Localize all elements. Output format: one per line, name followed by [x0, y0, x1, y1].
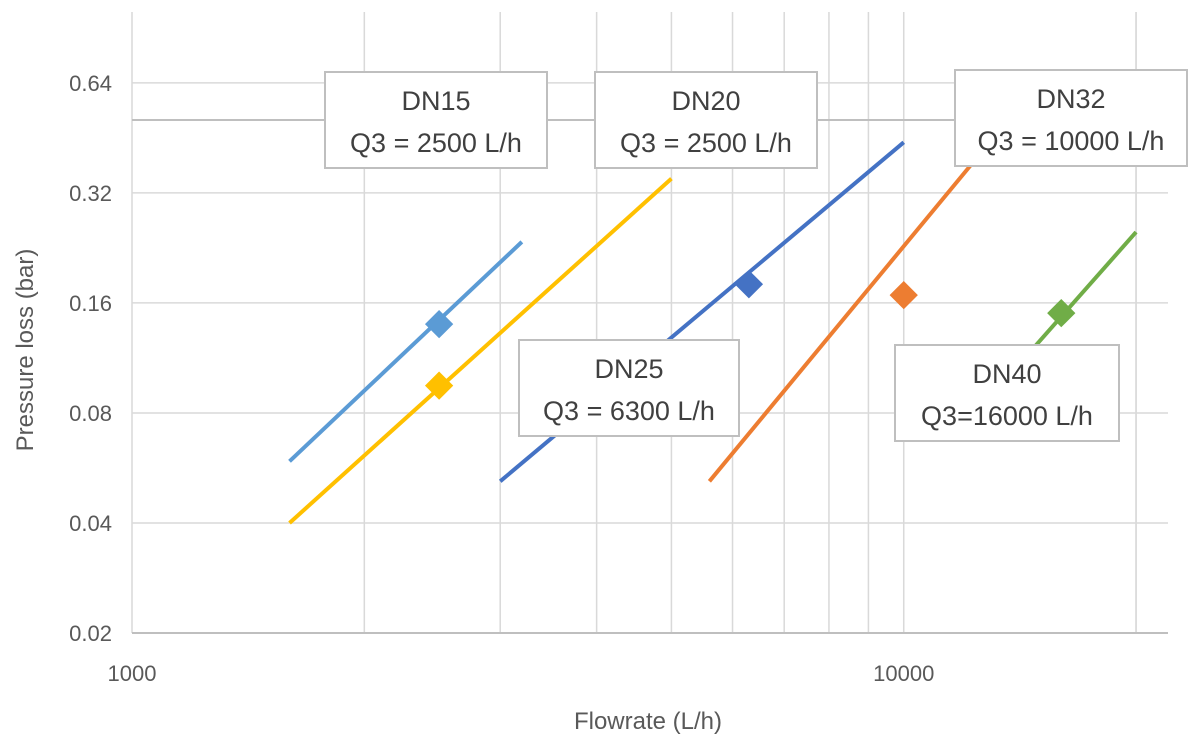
marker-dn25: [734, 270, 764, 299]
series-line-dn32: [707, 164, 972, 483]
y-tick-label: 0.16: [69, 291, 112, 316]
series-layer: [288, 140, 1138, 525]
y-tick-label: 0.02: [69, 621, 112, 646]
marker-dn15: [424, 309, 454, 339]
callout-q3: Q3 = 2500 L/h: [620, 128, 792, 158]
series-line-dn20: [288, 177, 673, 525]
series-line-dn15: [288, 240, 524, 463]
callouts-layer: DN15 Q3 = 2500 L/h DN20 Q3 = 2500 L/h DN25 Q3…: [324, 69, 1188, 442]
callout-box: [594, 71, 818, 169]
tick-labels: 0.02 0.04 0.08 0.16 0.32 0.64 1000 10000: [69, 71, 934, 686]
callout-title: DN40: [972, 359, 1041, 389]
callout-dn25: DN25 Q3 = 6300 L/h: [518, 339, 740, 437]
callout-q3: Q3 = 6300 L/h: [543, 396, 715, 426]
callout-box: [324, 71, 548, 169]
callout-dn20: DN20 Q3 = 2500 L/h: [594, 71, 818, 169]
callout-box: [518, 339, 740, 437]
y-tick-label: 0.08: [69, 401, 112, 426]
marker-dn20: [424, 371, 454, 400]
callout-dn32: DN32 Q3 = 10000 L/h: [954, 69, 1188, 167]
callout-dn15: DN15 Q3 = 2500 L/h: [324, 71, 548, 169]
callout-q3: Q3 = 2500 L/h: [350, 128, 522, 158]
callout-box: [894, 344, 1120, 442]
x-tick-label: 1000: [108, 661, 157, 686]
callout-title: DN15: [401, 86, 470, 116]
callout-title: DN25: [594, 354, 663, 384]
y-tick-label: 0.32: [69, 181, 112, 206]
callout-title: DN32: [1036, 84, 1105, 114]
callout-q3: Q3=16000 L/h: [921, 401, 1093, 431]
callout-q3: Q3 = 10000 L/h: [978, 126, 1165, 156]
x-axis-title: Flowrate (L/h): [574, 708, 722, 735]
callout-dn40: DN40 Q3=16000 L/h: [894, 344, 1120, 442]
marker-dn40: [1047, 299, 1076, 328]
y-tick-label: 0.04: [69, 511, 112, 536]
x-tick-label: 10000: [873, 661, 934, 686]
callout-box: [954, 69, 1188, 167]
marker-dn32: [889, 281, 918, 310]
series-line-dn40: [1026, 230, 1138, 356]
y-axis-title: Pressure loss (bar): [12, 249, 39, 452]
y-tick-label: 0.64: [69, 71, 112, 96]
callout-title: DN20: [671, 86, 740, 116]
